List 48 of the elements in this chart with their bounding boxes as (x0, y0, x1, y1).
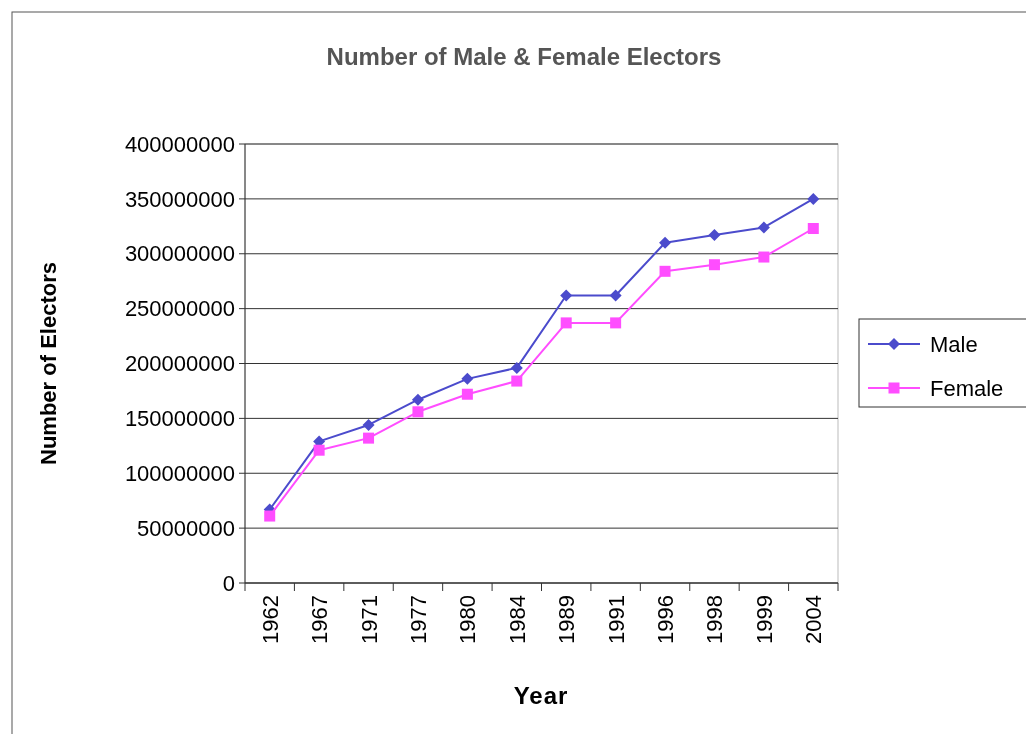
x-tick-label: 1962 (257, 595, 283, 644)
x-tick-label: 1989 (554, 595, 580, 644)
point (411, 393, 424, 406)
y-tick-label: 0 (222, 570, 235, 596)
y-tick-label: 300000000 (124, 241, 235, 267)
x-tick-label: 1999 (751, 595, 777, 644)
point (313, 444, 325, 456)
x-tick-label: 1980 (455, 595, 481, 644)
point (264, 510, 276, 522)
point (362, 418, 375, 431)
point (363, 432, 375, 444)
point (659, 265, 671, 277)
x-tick-label: 2004 (801, 595, 827, 644)
point (758, 251, 770, 263)
point (807, 192, 820, 205)
x-tick-label: 1996 (653, 595, 679, 644)
y-tick-label: 100000000 (124, 460, 235, 486)
chart-title: Number of Male & Female Electors (326, 43, 722, 70)
x-tick-label: 1971 (356, 595, 382, 644)
point (560, 317, 572, 329)
x-tick-label: 1991 (603, 595, 629, 644)
x-tick-label: 1984 (504, 595, 530, 644)
y-tick-label: 50000000 (137, 515, 235, 541)
point (708, 259, 720, 271)
y-tick-label: 150000000 (124, 406, 235, 432)
y-tick-label: 200000000 (124, 351, 235, 377)
point (757, 221, 770, 234)
point (510, 361, 523, 374)
point (560, 289, 573, 302)
point (659, 236, 672, 249)
point (461, 372, 474, 385)
point (807, 223, 819, 235)
point (412, 406, 424, 418)
point (610, 317, 622, 329)
x-tick-label: 1998 (702, 595, 728, 644)
y-tick-label: 400000000 (124, 131, 235, 157)
legend-label: Male (930, 331, 978, 357)
x-axis-title: Year (513, 682, 569, 709)
y-tick-label: 250000000 (124, 296, 235, 322)
x-tick-label: 1977 (405, 595, 431, 644)
y-axis-title: Number of Electors (36, 262, 61, 465)
point (461, 388, 473, 400)
legend-label: Female (930, 375, 1004, 401)
point (609, 289, 622, 302)
y-tick-label: 350000000 (124, 186, 235, 212)
point (511, 375, 523, 387)
x-tick-label: 1967 (307, 595, 333, 644)
point (708, 229, 721, 242)
